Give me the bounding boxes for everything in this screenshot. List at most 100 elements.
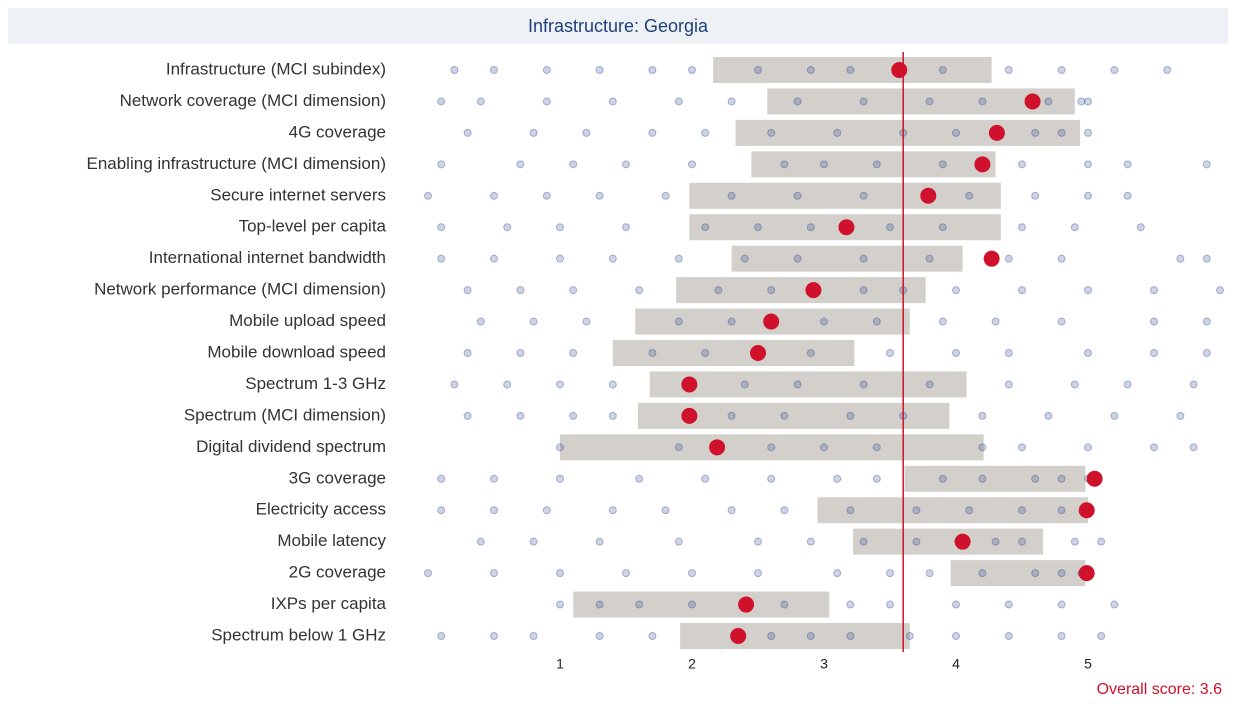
peer-dot — [556, 380, 564, 389]
peer-dot — [820, 160, 828, 169]
peer-dot — [701, 349, 710, 357]
range-band — [904, 465, 1086, 492]
range-band — [680, 623, 910, 649]
peer-dot — [727, 317, 736, 326]
peer-dot — [767, 632, 776, 640]
peer-dot — [595, 600, 604, 609]
peer-dot — [569, 349, 578, 357]
peer-dot — [1110, 600, 1119, 609]
row-label: 2G coverage — [289, 563, 386, 582]
range-band — [950, 560, 1086, 587]
peer-dot — [714, 286, 723, 295]
range-band — [713, 57, 992, 83]
peer-dot — [582, 317, 591, 326]
peer-dot — [1123, 160, 1132, 169]
peer-dot — [1084, 443, 1092, 452]
peer-dot — [556, 600, 564, 609]
peer-dot — [820, 317, 828, 326]
row-label: Top-level per capita — [239, 217, 387, 236]
peer-dot — [780, 506, 789, 515]
peer-dot — [793, 380, 802, 389]
peer-dot — [1018, 443, 1026, 452]
peer-dot — [1084, 160, 1092, 169]
peer-dot — [1057, 128, 1066, 137]
range-band — [731, 245, 963, 272]
peer-dot — [859, 254, 868, 263]
row-label: Network performance (MCI dimension) — [94, 280, 386, 299]
peer-dot — [780, 600, 789, 609]
peer-dot — [767, 443, 776, 452]
peer-dot — [925, 254, 934, 263]
peer-dot — [622, 223, 630, 232]
country-point — [805, 282, 822, 299]
peer-dot — [688, 160, 696, 169]
x-tick-label: 5 — [1084, 656, 1092, 672]
range-band — [560, 434, 984, 461]
peer-dot — [872, 443, 881, 452]
peer-dot — [648, 66, 657, 74]
peer-dot — [886, 223, 894, 232]
peer-dot — [886, 569, 894, 578]
peer-dot — [859, 97, 868, 106]
peer-dot — [925, 97, 934, 106]
peer-dot — [1057, 66, 1066, 74]
peer-dot — [688, 66, 696, 74]
peer-dot — [1018, 286, 1026, 295]
peer-dot — [529, 632, 538, 640]
row-label: 3G coverage — [289, 468, 386, 487]
peer-dot — [1057, 254, 1066, 263]
peer-dot — [727, 506, 736, 515]
range-band — [751, 151, 996, 178]
country-point — [988, 124, 1005, 141]
peer-dot — [978, 474, 987, 483]
peer-dot — [490, 474, 498, 483]
peer-dot — [516, 349, 525, 357]
peer-dot — [424, 191, 432, 200]
peer-dot — [476, 97, 485, 106]
peer-dot — [1084, 349, 1092, 357]
peer-dot — [793, 254, 802, 263]
peer-dot — [437, 97, 446, 106]
peer-dot — [648, 128, 657, 137]
peer-dot — [529, 537, 538, 546]
peer-dot — [767, 474, 776, 483]
peer-dot — [1097, 537, 1106, 546]
peer-dot — [1110, 411, 1119, 420]
peer-dot — [912, 537, 921, 546]
peer-dot — [648, 349, 657, 357]
peer-dot — [424, 569, 432, 578]
peer-dot — [912, 506, 921, 515]
country-point — [738, 596, 755, 613]
peer-dot — [846, 411, 855, 420]
peer-dot — [846, 632, 855, 640]
row-label: Spectrum 1-3 GHz — [245, 374, 386, 393]
peer-dot — [886, 600, 894, 609]
peer-dot — [503, 380, 512, 389]
peer-dot — [516, 286, 525, 295]
peer-dot — [701, 128, 710, 137]
peer-dot — [1031, 474, 1040, 483]
peer-dot — [806, 632, 815, 640]
row-label: Network coverage (MCI dimension) — [120, 91, 386, 110]
peer-dot — [1044, 411, 1053, 420]
range-band — [573, 591, 830, 618]
dots — [424, 66, 1224, 640]
peer-dot — [476, 537, 485, 546]
peer-dot — [859, 286, 868, 295]
range-band — [689, 182, 1001, 209]
country-point — [681, 376, 698, 393]
peer-dot — [1077, 97, 1086, 106]
peer-dot — [1018, 160, 1026, 169]
peer-dot — [793, 97, 802, 106]
peer-dot — [820, 443, 828, 452]
peer-dot — [490, 191, 498, 200]
peer-dot — [767, 128, 776, 137]
peer-dot — [529, 317, 538, 326]
row-label: Infrastructure (MCI subindex) — [166, 59, 386, 78]
peer-dot — [1123, 380, 1132, 389]
x-tick-label: 4 — [952, 656, 960, 672]
row-label: IXPs per capita — [271, 594, 387, 613]
peer-dot — [872, 317, 881, 326]
peer-dot — [1004, 632, 1013, 640]
